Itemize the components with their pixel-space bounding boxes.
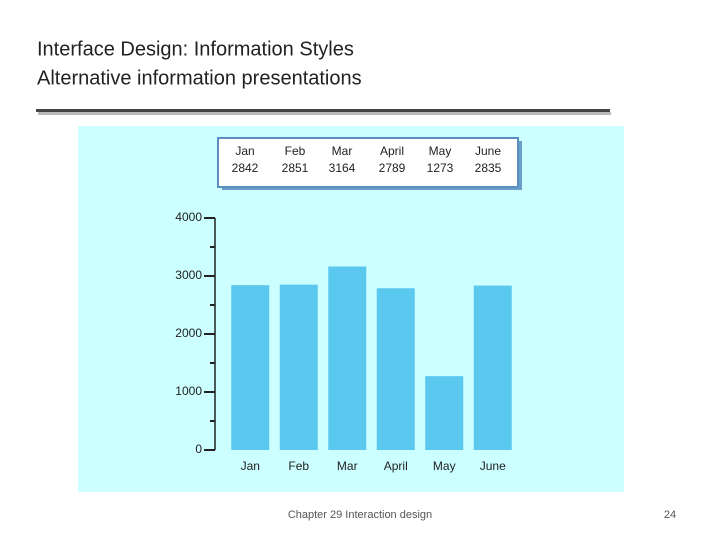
- y-tick-label: 2000: [175, 326, 202, 340]
- table-value: 3164: [329, 161, 356, 175]
- bar: [473, 285, 512, 450]
- table-header: June: [475, 144, 501, 158]
- x-tick-label: Feb: [288, 459, 309, 473]
- table-value: 2789: [379, 161, 406, 175]
- x-tick-label: April: [384, 459, 408, 473]
- rule-shadow: [38, 112, 611, 115]
- x-tick-label: May: [433, 459, 456, 473]
- table-value: 2851: [282, 161, 309, 175]
- rule: [36, 109, 610, 112]
- y-tick-label: 1000: [175, 384, 202, 398]
- y-tick-label: 4000: [175, 210, 202, 224]
- table-value: 1273: [427, 161, 454, 175]
- table-header: April: [380, 144, 404, 158]
- table-header: Feb: [285, 144, 306, 158]
- page-number: 24: [664, 509, 676, 521]
- bar: [328, 266, 367, 450]
- table-value: 2842: [232, 161, 259, 175]
- data-table: [217, 137, 519, 188]
- slide-title: Interface Design: Information Styles: [37, 38, 354, 60]
- table-value: 2835: [475, 161, 502, 175]
- y-tick-label: 3000: [175, 268, 202, 282]
- x-tick-label: Mar: [337, 459, 358, 473]
- bar: [376, 288, 415, 450]
- table-header: May: [429, 144, 452, 158]
- table-header: Jan: [235, 144, 254, 158]
- table-header: Mar: [332, 144, 353, 158]
- x-tick-label: June: [480, 459, 506, 473]
- y-tick-label: 0: [195, 442, 202, 456]
- x-tick-label: Jan: [241, 459, 260, 473]
- bar: [425, 376, 464, 450]
- bar: [279, 284, 318, 450]
- slide-subtitle: Alternative information presentations: [37, 67, 362, 89]
- bar: [231, 285, 270, 450]
- footer: Chapter 29 Interaction design: [288, 509, 432, 521]
